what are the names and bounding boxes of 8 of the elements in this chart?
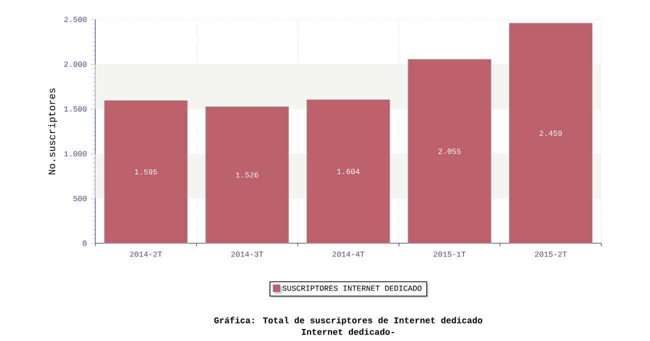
text: Gráfica: Total de suscriptores de Internet dedicado: [214, 316, 482, 326]
bar: [306, 100, 390, 244]
bar: [104, 100, 188, 244]
bar: [508, 23, 593, 244]
bar: [205, 106, 289, 244]
bar: [408, 59, 492, 244]
y-axis-title: No.suscriptores: [48, 88, 58, 174]
text: Internet dedicado-: [302, 328, 394, 336]
